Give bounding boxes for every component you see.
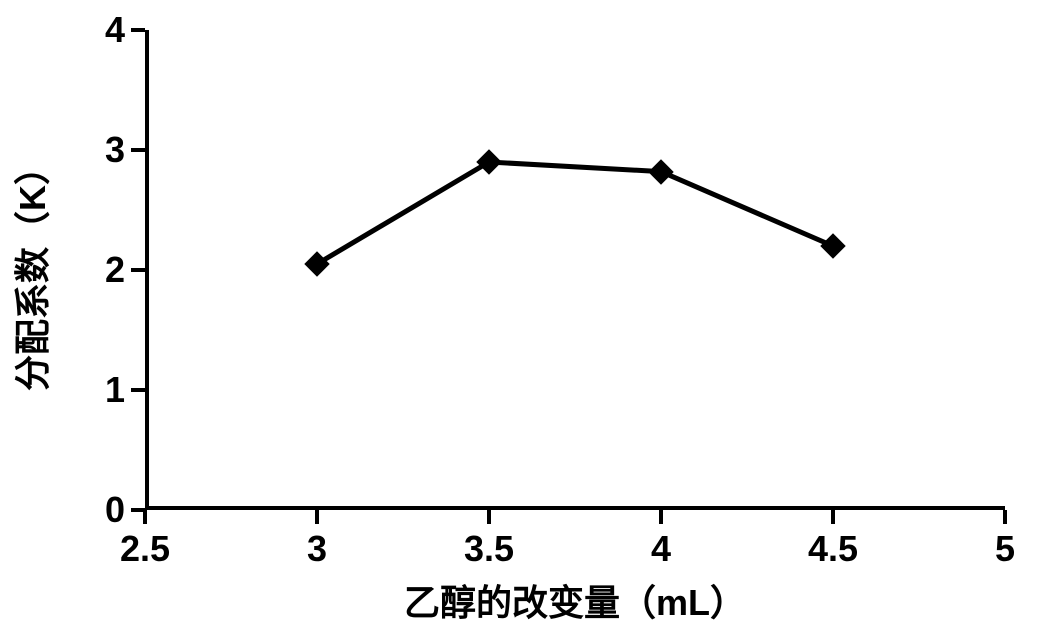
y-tick-mark — [131, 148, 145, 152]
y-tick-label: 3 — [91, 129, 125, 171]
y-axis-label: 分配系数（K） — [4, 149, 56, 391]
x-tick-mark — [831, 510, 835, 524]
x-tick-mark — [659, 510, 663, 524]
x-axis-label: 乙醇的改变量（mL） — [404, 574, 746, 626]
x-tick-mark — [315, 510, 319, 524]
y-tick-mark — [131, 268, 145, 272]
x-tick-label: 3.5 — [464, 528, 514, 570]
y-tick-label: 0 — [91, 489, 125, 531]
y-tick-label: 1 — [91, 369, 125, 411]
y-tick-mark — [131, 28, 145, 32]
chart-container: 分配系数（K） 乙醇的改变量（mL） 2.533.544.5501234 — [10, 10, 1030, 620]
data-line — [317, 162, 833, 264]
x-tick-mark — [1003, 510, 1007, 524]
x-tick-label: 3 — [307, 528, 327, 570]
x-tick-label: 5 — [995, 528, 1015, 570]
y-tick-mark — [131, 508, 145, 512]
y-tick-label: 2 — [91, 249, 125, 291]
x-tick-mark — [143, 510, 147, 524]
y-tick-mark — [131, 388, 145, 392]
y-tick-label: 4 — [91, 9, 125, 51]
chart-lines-svg — [145, 30, 1005, 510]
x-tick-label: 2.5 — [120, 528, 170, 570]
x-tick-mark — [487, 510, 491, 524]
x-tick-label: 4 — [651, 528, 671, 570]
x-tick-label: 4.5 — [808, 528, 858, 570]
